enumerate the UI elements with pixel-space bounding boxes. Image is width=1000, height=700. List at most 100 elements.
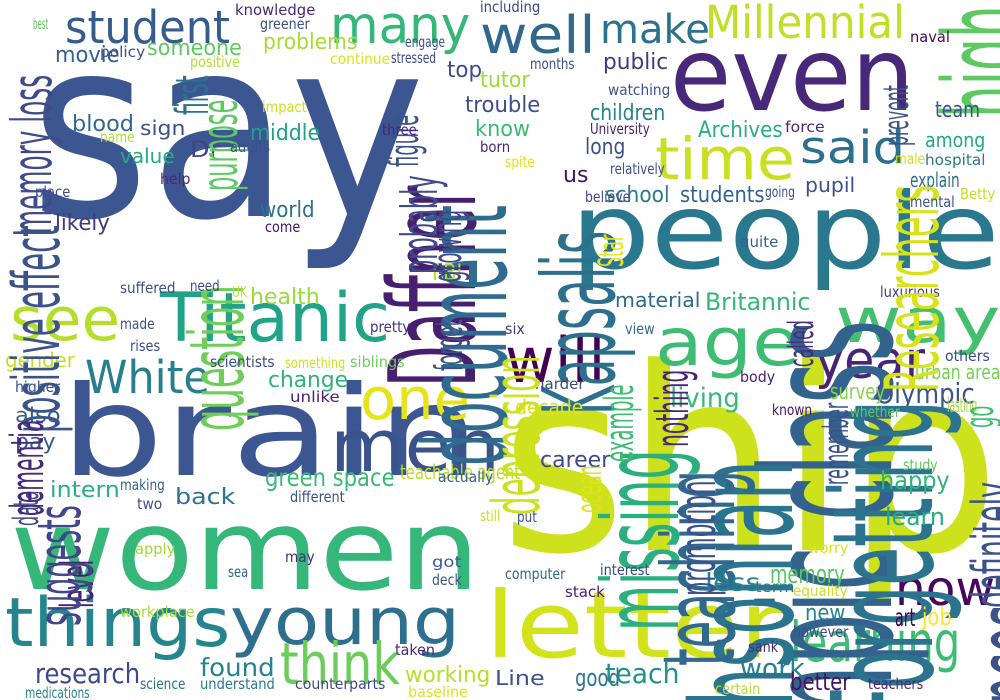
- word-computer: computer: [505, 565, 566, 583]
- word-born: born: [480, 138, 511, 156]
- word-see: see: [10, 285, 121, 355]
- word-apply: apply: [135, 540, 176, 558]
- word-believe: believe: [585, 188, 631, 206]
- word-career: career: [540, 448, 611, 473]
- word-three: three: [382, 121, 417, 139]
- word-material: material: [615, 288, 701, 312]
- word-got: got: [432, 553, 462, 571]
- word-back: back: [175, 485, 236, 510]
- word-known: known: [772, 401, 813, 419]
- word-time: time: [655, 125, 796, 193]
- word-baseline: baseline: [408, 683, 468, 700]
- word-memory: memory: [770, 560, 845, 590]
- word-promotion: promotion: [669, 480, 727, 596]
- word-watching: watching: [608, 81, 671, 99]
- word-scientists: scientists: [210, 353, 275, 371]
- word-sank: sank: [748, 638, 779, 656]
- word-urban-area: urban area: [915, 360, 1000, 384]
- word-stressed: stressed: [391, 49, 437, 67]
- word-public: public: [603, 50, 669, 75]
- word-happy: happy: [880, 466, 950, 495]
- word-deck: deck: [432, 571, 462, 589]
- word-living: living: [670, 383, 740, 414]
- word-fbi: FBI: [432, 261, 463, 286]
- word-explain: explain: [910, 168, 960, 192]
- word-survey: survey: [830, 380, 886, 405]
- word-researchers: Researchers: [868, 184, 956, 392]
- word-something: something: [285, 354, 346, 372]
- word-new: new: [805, 601, 846, 626]
- word-impact: impact: [262, 98, 307, 116]
- word-need: need: [190, 277, 220, 295]
- word-help: help: [160, 170, 191, 188]
- word-forget: forget: [427, 320, 471, 372]
- word-said: said: [800, 121, 906, 174]
- word-people: people: [570, 171, 1000, 293]
- word-ocean: ocean: [570, 465, 610, 513]
- word-student: student: [65, 1, 230, 54]
- word-green-space: green space: [265, 463, 395, 492]
- word-art: art: [895, 603, 916, 632]
- word-age: age: [655, 304, 800, 381]
- word-nothing: nothing: [646, 370, 699, 448]
- word-two: two: [137, 495, 163, 513]
- word-ship: ship: [500, 314, 1000, 611]
- word-relatively: relatively: [610, 160, 665, 178]
- word-teachable-agent: teachable agent: [400, 460, 520, 484]
- word-positive: positive: [190, 53, 240, 71]
- word-women: women: [10, 486, 481, 616]
- word-blood: blood: [72, 112, 134, 137]
- word-quite: quite: [740, 233, 779, 251]
- word-interest: interest: [600, 561, 650, 579]
- word-long: long: [585, 135, 626, 160]
- word-health: health: [250, 285, 320, 310]
- word-likely: likely: [55, 211, 110, 236]
- word-unlike: unlike: [290, 388, 340, 406]
- word-dementia: dementia: [1, 419, 54, 517]
- word-found: found: [200, 653, 275, 682]
- word-think: think: [280, 630, 400, 698]
- word-better: better: [790, 668, 851, 696]
- word-engage: engage: [405, 33, 446, 51]
- word-many: many: [330, 0, 471, 56]
- word-school: school: [605, 183, 670, 208]
- word-white: White: [85, 351, 210, 404]
- word-brain: brain: [60, 360, 481, 505]
- word-us: us: [563, 163, 589, 188]
- word-betty: Betty: [960, 185, 996, 203]
- word-know: know: [475, 117, 531, 142]
- word-millennial: Millennial: [705, 0, 905, 49]
- word-world: world: [260, 198, 315, 223]
- word-including: including: [480, 0, 541, 16]
- word-certain: certain: [715, 680, 761, 698]
- word-teachers: teachers: [868, 675, 924, 693]
- word-students: students: [680, 183, 765, 208]
- word-middle: middle: [250, 121, 321, 146]
- word-lasting: lasting: [947, 393, 978, 417]
- word-research: research: [35, 657, 141, 690]
- word-hospital: hospital: [925, 151, 986, 169]
- word-one: one: [360, 365, 470, 433]
- word-decade: decade: [515, 395, 584, 419]
- word-siblings: siblings: [350, 353, 405, 371]
- word-study: study: [903, 456, 938, 474]
- word-policy: policy: [100, 43, 146, 61]
- word-equality: equality: [793, 582, 848, 600]
- word-whether: whether: [850, 403, 900, 421]
- word-trouble: trouble: [465, 93, 541, 118]
- word-harder: harder: [535, 375, 585, 393]
- word-well: well: [480, 6, 596, 66]
- word-name: name: [100, 128, 135, 146]
- word-dr: Dr: [190, 138, 221, 163]
- word-someone: someone: [147, 36, 242, 61]
- word-rises: rises: [130, 337, 161, 355]
- word-force: force: [785, 118, 825, 136]
- word-make: make: [600, 7, 710, 53]
- word-teach: teach: [605, 657, 680, 690]
- word-depression: depression: [480, 355, 555, 515]
- word-growing: growing: [425, 210, 471, 282]
- word-taken: taken: [395, 641, 435, 659]
- word-science: science: [140, 675, 186, 693]
- word-line: Line: [495, 666, 545, 690]
